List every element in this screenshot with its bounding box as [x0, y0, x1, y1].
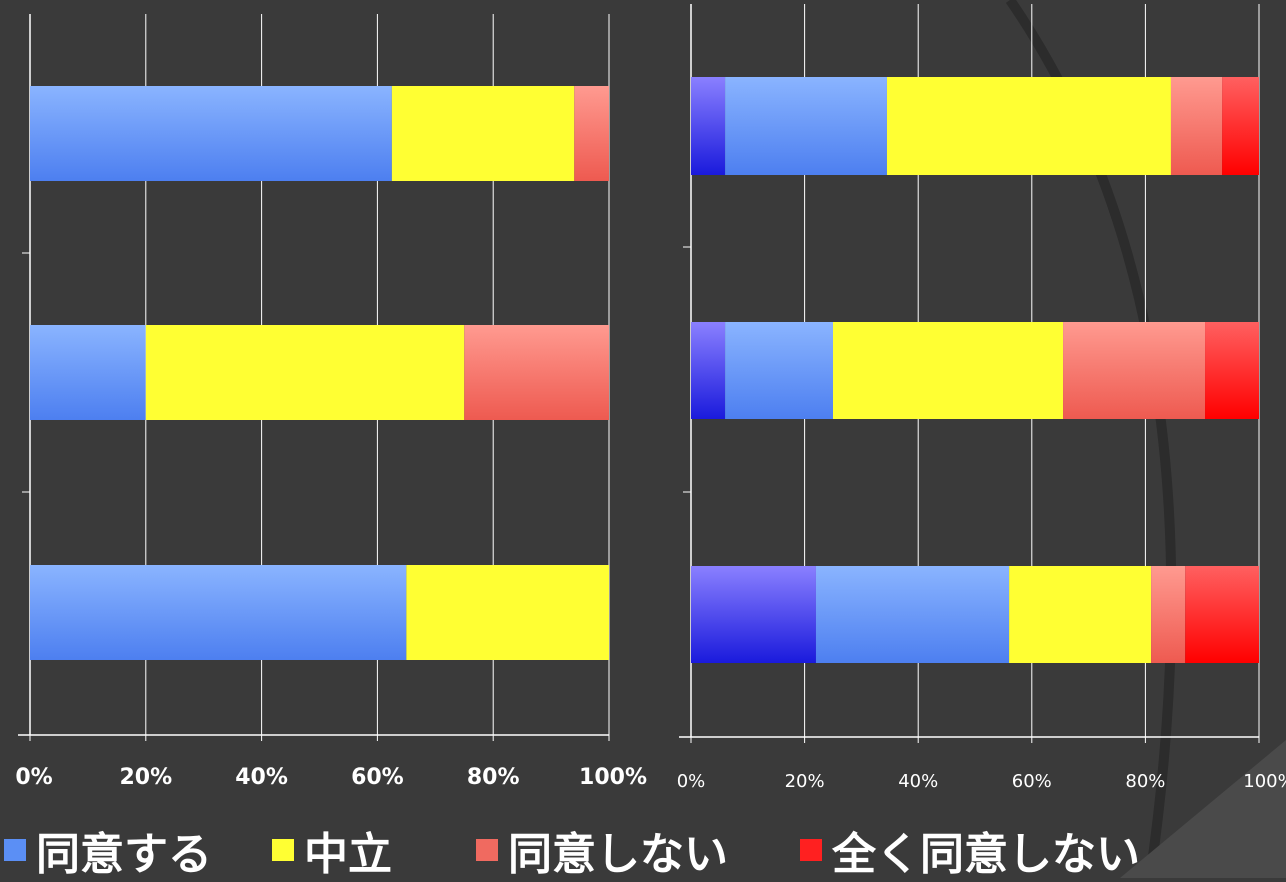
legend-swatch-strong-disagree [800, 839, 822, 861]
x-tick-label: 100% [579, 765, 647, 790]
bar-segment-strong-disagree [1222, 77, 1259, 175]
bar-segment-strong-disagree [1205, 322, 1259, 419]
chart-left-svg: 0% 20% 40% 60% 80% 100% [0, 0, 660, 805]
bar-segment-strong-agree [691, 322, 725, 419]
bar-segment-agree [725, 77, 887, 175]
bar-segment-agree [30, 565, 406, 660]
x-tick-label: 100% [1243, 771, 1286, 792]
bar-segment-agree [816, 566, 1009, 663]
legend-item-agree: 同意する [4, 818, 212, 882]
legend-label-strong-disagree: 全く同意しない [832, 818, 1140, 882]
bar-segment-agree [30, 86, 392, 181]
bar-segment-neutral [1009, 566, 1151, 663]
x-tick-label: 0% [677, 771, 706, 792]
bar-segment-strong-disagree [1185, 566, 1259, 663]
bar-segment-neutral [833, 322, 1063, 419]
bar-segment-neutral [146, 325, 464, 420]
legend-label-disagree: 同意しない [508, 818, 728, 882]
legend-item-strong-disagree: 全く同意しない [800, 818, 1140, 882]
x-tick-label: 60% [1012, 771, 1052, 792]
legend-swatch-disagree [476, 839, 498, 861]
legend-swatch-neutral [272, 839, 294, 861]
chart-left: 0% 20% 40% 60% 80% 100% [0, 0, 660, 805]
x-tick-label: 80% [467, 765, 520, 790]
x-tick-label: 60% [351, 765, 404, 790]
bar-segment-neutral [392, 86, 574, 181]
bar-segment-agree [30, 325, 146, 420]
legend-swatch-agree [4, 839, 26, 861]
bar-segment-neutral [406, 565, 609, 660]
x-tick-label: 0% [15, 765, 52, 790]
chart-right: 0% 20% 40% 60% 80% 100% [672, 0, 1286, 805]
x-tick-label: 80% [1125, 771, 1165, 792]
x-tick-label: 40% [235, 765, 288, 790]
bar-segment-strong-agree [691, 77, 725, 175]
bar-segment-strong-agree [691, 566, 816, 663]
bar-segment-disagree [1171, 77, 1222, 175]
bar-segment-neutral [887, 77, 1171, 175]
x-tick-label: 20% [785, 771, 825, 792]
x-tick-label: 40% [898, 771, 938, 792]
bar-segment-disagree [464, 325, 609, 420]
bar-segment-disagree [1063, 322, 1205, 419]
bar-segment-disagree [1151, 566, 1185, 663]
legend-item-neutral: 中立 [272, 818, 392, 882]
x-tick-label: 20% [119, 765, 172, 790]
legend: 同意する 中立 同意しない 全く同意しない [0, 810, 1286, 878]
legend-item-disagree: 同意しない [476, 818, 728, 882]
bar-segment-disagree [574, 86, 609, 181]
legend-label-agree: 同意する [36, 818, 212, 882]
bar-segment-agree [725, 322, 833, 419]
legend-label-neutral: 中立 [304, 818, 392, 882]
chart-right-svg: 0% 20% 40% 60% 80% 100% [672, 0, 1286, 805]
